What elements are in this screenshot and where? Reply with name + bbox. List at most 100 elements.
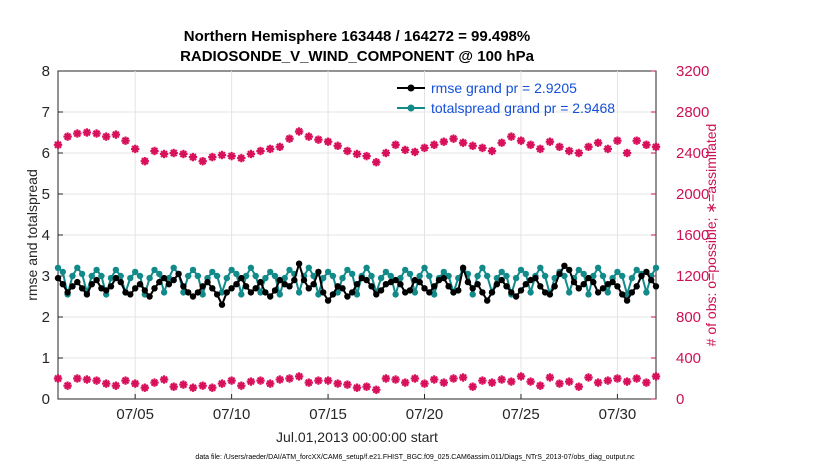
rmse-point [88,281,96,288]
right-tick-label: 3200 [676,63,709,80]
totalspread-point [392,291,399,298]
totalspread-point [633,266,640,274]
obs-possible-point-core [190,154,196,160]
rmse-point [315,268,322,276]
rmse-point [117,278,124,286]
right-axis: 0 400 800 1200 1600 2000 2400 2800 3200 [651,63,709,408]
rmse-point [556,270,563,278]
totalspread-point [218,289,226,296]
rmse-point [78,285,86,292]
totalspread-point [575,266,582,274]
obs-assimilated-point-core [412,376,418,381]
obs-assimilated-point-core [383,376,389,381]
totalspread-point [127,274,134,282]
rmse-point [233,281,240,288]
totalspread-point [604,289,611,296]
obs-possible-point [642,140,651,149]
obs-possible-point [622,148,632,158]
obs-assimilated-point [410,374,420,383]
obs-assimilated-point-core [518,373,524,379]
rmse-point [122,289,129,296]
totalspread-point [421,264,428,271]
totalspread-point [585,291,592,298]
obs-possible-point [323,137,333,146]
obs-possible-point-core [180,151,186,157]
obs-possible-point-core [152,148,157,154]
totalspread-point [238,291,245,298]
obs-assimilated-point [632,374,641,383]
obs-possible-point [198,157,207,166]
obs-possible-point [131,144,140,154]
obs-assimilated-point-core [422,381,427,387]
obs-possible-point-core [393,142,399,148]
obs-assimilated-point-core [547,375,553,380]
rmse-point [628,289,636,296]
obs-assimilated-point-core [132,381,138,387]
obs-assimilated-point [246,377,256,386]
obs-possible-point [188,152,198,162]
left-tick-label: 3 [42,268,50,285]
rmse-point [464,278,472,286]
obs-possible-point-core [605,146,611,152]
rmse-point [146,293,153,300]
totalspread-point [527,289,534,296]
obs-assimilated-point [536,381,545,390]
rmse-point [213,291,221,298]
obs-assimilated-point [603,376,612,385]
obs-possible-point [294,127,304,136]
obs-possible-point-core [238,155,244,161]
rmse-point [406,287,414,294]
obs-possible-point-core [566,148,572,154]
obs-assimilated-point-core [152,380,157,386]
totalspread-point [474,272,481,280]
totalspread-point [98,272,105,280]
plot-area: 0 1 2 3 4 5 6 7 8 0 400 800 1200 1600 2000 2400 2800 320… [42,63,710,423]
rmse-point [281,281,288,288]
rmse-point [363,276,370,284]
obs-assimilated-point-core [402,380,408,386]
rmse-point [228,285,235,292]
rmse-point [271,287,279,294]
rmse-point [590,278,597,286]
obs-assimilated-point [256,376,265,385]
obs-possible-point [458,138,468,147]
totalspread-point [426,272,433,280]
rmse-point [93,276,100,284]
rmse-point [426,289,433,296]
obs-possible-point-core [335,143,341,149]
obs-assimilated-point [294,372,304,381]
totalspread-point [194,272,202,280]
rmse-point [402,289,409,296]
totalspread-point [213,272,221,280]
obs-assimilated-point [73,374,82,383]
rmse-point [98,285,105,292]
right-tick-label: 2800 [676,104,709,121]
obs-possible-point-core [248,151,254,157]
obs-assimilated-point [131,379,140,388]
obs-assimilated-point-core [248,379,254,385]
obs-assimilated-point [391,375,400,384]
obs-possible-point-core [528,142,534,148]
rmse-point [633,283,640,290]
totalspread-point [537,264,544,271]
obs-assimilated-point [381,374,391,383]
obs-assimilated-point-core [354,385,360,391]
rmse-point [242,283,250,290]
obs-possible-point [352,149,362,159]
totalspread-point [349,270,356,278]
obs-possible-point-core [586,144,591,150]
obs-assimilated-point-core [190,385,196,391]
obs-assimilated-point [613,374,622,383]
obs-possible-point [526,140,535,149]
obs-assimilated-point [478,376,487,385]
obs-possible-point-core [74,131,80,136]
rmse-point [291,276,298,284]
rmse-point [474,281,481,288]
rmse-point [377,287,385,294]
obs-assimilated-point-core [614,376,620,381]
obs-possible-point-core [653,144,659,150]
obs-assimilated-point-core [94,378,100,384]
totalspread-point [170,264,177,271]
rmse-point [276,276,283,284]
right-tick-label: 1200 [676,268,709,285]
